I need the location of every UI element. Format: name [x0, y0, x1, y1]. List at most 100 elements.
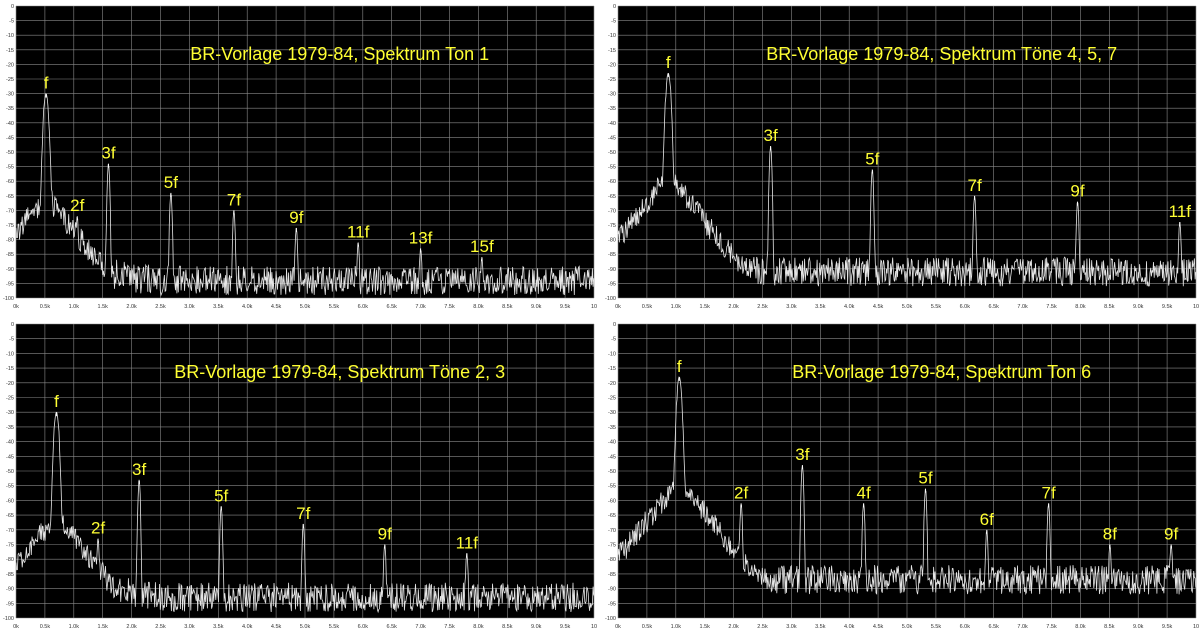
- y-tick-label: -100: [3, 616, 14, 622]
- x-tick-label: 1.5k: [97, 304, 108, 310]
- y-tick-label: -25: [608, 396, 616, 402]
- harmonic-label: 15f: [470, 237, 494, 256]
- spectrum-chart-svg: 0k 0.5k 1.0k 1.5k 2.0k 2.5k 3.0k 3.5k 4.0k 4.5k 5.…: [605, 4, 1199, 310]
- x-tick-label: 0.5k: [642, 304, 653, 310]
- spectrum-trace: [617, 376, 1197, 596]
- y-tick-label: -40: [608, 440, 616, 446]
- x-tick-label: 4.0k: [844, 304, 855, 310]
- x-tick-label: 4.5k: [271, 624, 282, 630]
- chart-title: BR-Vorlage 1979-84, Spektrum Ton 6: [792, 362, 1091, 382]
- x-tick-label: 5.5k: [329, 304, 340, 310]
- harmonic-label: f: [666, 53, 671, 72]
- x-tick-label: 5.0k: [902, 304, 913, 310]
- y-tick-label: 0: [11, 322, 14, 328]
- y-tick-label: -95: [6, 281, 14, 287]
- y-tick-label: -55: [6, 484, 14, 490]
- x-tick-label: 5.0k: [300, 304, 311, 310]
- x-tick-label: 2.5k: [155, 304, 166, 310]
- x-tick-label: 6.5k: [386, 304, 397, 310]
- y-tick-label: -100: [605, 296, 616, 302]
- spectrum-panel-ton-6: 0k 0.5k 1.0k 1.5k 2.0k 2.5k 3.0k 3.5k 4.0k 4.5k 5.…: [602, 318, 1200, 634]
- y-tick-label: -25: [6, 396, 14, 402]
- chart-title: BR-Vorlage 1979-84, Spektrum Ton 1: [190, 44, 489, 64]
- harmonic-label: 5f: [214, 486, 228, 505]
- y-tick-label: -90: [608, 267, 616, 273]
- spectrum-trace: [15, 411, 595, 614]
- y-tick-label: -15: [608, 366, 616, 372]
- y-tick-label: -35: [608, 425, 616, 431]
- spectrum-panel-ton-1: 0k 0.5k 1.0k 1.5k 2.0k 2.5k 3.0k 3.5k 4.0k 4.5k 5.…: [0, 0, 598, 314]
- harmonic-label: 7f: [968, 176, 982, 195]
- x-tick-label: 7.0k: [415, 624, 426, 630]
- grid: [617, 5, 1197, 299]
- y-tick-label: -20: [6, 62, 14, 68]
- x-tick-label: 6.5k: [988, 304, 999, 310]
- x-tick-label: 4.5k: [271, 304, 282, 310]
- x-tick-label: 8.0k: [1075, 624, 1086, 630]
- x-tick-label: 5.5k: [329, 624, 340, 630]
- y-tick-label: -65: [6, 194, 14, 200]
- x-tick-label: 3.0k: [184, 624, 195, 630]
- spectrum-panel-toene-4-5-7: 0k 0.5k 1.0k 1.5k 2.0k 2.5k 3.0k 3.5k 4.0k 4.5k 5.…: [602, 0, 1200, 314]
- y-tick-label: -10: [608, 351, 616, 357]
- y-tick-label: -20: [6, 381, 14, 387]
- y-tick-label: -30: [6, 92, 14, 98]
- y-tick-label: -25: [608, 77, 616, 83]
- x-tick-label: 7.0k: [1017, 304, 1028, 310]
- chart-title: BR-Vorlage 1979-84, Spektrum Töne 2, 3: [174, 362, 505, 382]
- spectrum-trace: [617, 73, 1197, 287]
- x-tick-label: 2.5k: [155, 624, 166, 630]
- y-tick-label: -30: [608, 410, 616, 416]
- harmonic-label: 4f: [857, 483, 871, 502]
- y-tick-label: 0: [11, 4, 14, 10]
- x-tick-label: 7.5k: [444, 624, 455, 630]
- y-tick-label: -45: [608, 135, 616, 141]
- x-tick-label: 3.0k: [786, 304, 797, 310]
- x-tick-label: 8.5k: [1104, 304, 1115, 310]
- y-tick-label: -5: [611, 19, 616, 25]
- y-tick-label: -10: [608, 33, 616, 39]
- y-tick-label: -80: [608, 557, 616, 563]
- y-tick-label: -35: [6, 425, 14, 431]
- x-tick-label: 3.5k: [815, 304, 826, 310]
- y-tick-label: -20: [608, 62, 616, 68]
- harmonic-label: 11f: [347, 223, 370, 242]
- y-tick-label: -80: [6, 557, 14, 563]
- x-tick-label: 8.0k: [1075, 304, 1086, 310]
- y-tick-label: -100: [605, 616, 616, 622]
- y-tick-label: -75: [608, 543, 616, 549]
- y-tick-label: -45: [6, 454, 14, 460]
- harmonic-label: 2f: [734, 483, 748, 502]
- y-tick-label: -75: [6, 223, 14, 229]
- y-tick-label: -15: [6, 48, 14, 54]
- x-tick-label: 5.0k: [300, 624, 311, 630]
- x-tick-label: 10: [591, 304, 597, 310]
- y-tick-label: -95: [6, 601, 14, 607]
- x-tick-label: 9.0k: [531, 624, 542, 630]
- harmonic-label: 13f: [409, 228, 433, 247]
- x-tick-label: 4.0k: [844, 624, 855, 630]
- y-tick-label: -60: [608, 179, 616, 185]
- y-tick-label: -35: [608, 106, 616, 112]
- x-tick-label: 1.5k: [699, 304, 710, 310]
- x-tick-label: 7.5k: [1046, 304, 1057, 310]
- y-tick-label: -60: [608, 498, 616, 504]
- harmonic-label: 9f: [1164, 525, 1178, 544]
- x-tick-label: 7.0k: [1017, 624, 1028, 630]
- y-tick-label: -55: [608, 165, 616, 171]
- y-tick-label: -45: [608, 454, 616, 460]
- y-tick-label: -100: [3, 296, 14, 302]
- grid: [15, 5, 595, 299]
- x-tick-label: 2.0k: [728, 624, 739, 630]
- x-tick-label: 2.0k: [126, 624, 137, 630]
- spectrum-trace: [15, 93, 595, 297]
- x-tick-label: 4.5k: [873, 304, 884, 310]
- y-tick-label: -70: [608, 528, 616, 534]
- x-tick-label: 1.0k: [671, 304, 682, 310]
- x-tick-label: 7.5k: [1046, 624, 1057, 630]
- x-tick-label: 0.5k: [40, 624, 51, 630]
- y-tick-label: -90: [6, 587, 14, 593]
- x-tick-label: 0.5k: [40, 304, 51, 310]
- x-tick-label: 7.5k: [444, 304, 455, 310]
- x-tick-label: 4.5k: [873, 624, 884, 630]
